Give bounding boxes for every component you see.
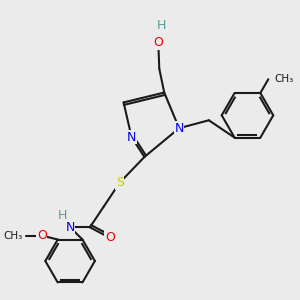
Text: O: O [105, 231, 115, 244]
Text: O: O [153, 37, 163, 50]
Text: N: N [65, 221, 75, 234]
Text: N: N [174, 122, 184, 135]
Text: H: H [157, 19, 166, 32]
Text: N: N [127, 130, 136, 144]
Text: O: O [37, 229, 47, 242]
Text: H: H [58, 209, 67, 222]
Text: S: S [116, 176, 124, 189]
Text: CH₃: CH₃ [274, 74, 293, 84]
Text: CH₃: CH₃ [4, 231, 23, 241]
